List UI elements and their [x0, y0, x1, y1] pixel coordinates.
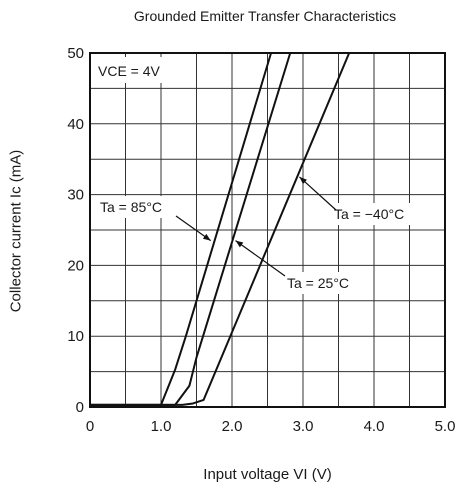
- plot-border: [89, 52, 446, 408]
- x-tick-label: 3.0: [293, 418, 314, 435]
- annotation-arrowhead: [299, 176, 307, 185]
- annotation-bg: [330, 203, 434, 225]
- y-tick-label: 20: [67, 257, 84, 274]
- y-tick-label: 10: [67, 328, 84, 345]
- annotation-label: Ta = 25°C: [287, 275, 349, 291]
- x-tick-label: 5.0: [435, 418, 456, 435]
- annotation-bg: [283, 272, 371, 294]
- annotation-label: Ta = −40°C: [334, 206, 404, 222]
- series-line-2: [90, 52, 351, 406]
- tick-labels: 0 1.0 2.0 3.0 4.0 5.0 0 10 20 30 40 50: [67, 45, 455, 435]
- x-tick-label: 1.0: [151, 418, 172, 435]
- series-line-0: [90, 52, 273, 406]
- y-tick-label: 0: [76, 399, 84, 416]
- series-lines: [90, 52, 351, 406]
- y-tick-label: 50: [67, 45, 84, 62]
- annotations: VCE = 4V Ta = 85°C Ta = 25°C Ta = −40°C: [93, 57, 434, 294]
- annotation-arrowhead: [202, 233, 211, 241]
- annotation-arrowhead: [235, 240, 244, 248]
- grid: [90, 53, 445, 407]
- plot-frame: [89, 52, 446, 408]
- x-tick-label: 0: [86, 418, 94, 435]
- condition-bg: [93, 57, 163, 83]
- y-tick-label: 30: [67, 187, 84, 204]
- x-tick-label: 4.0: [364, 418, 385, 435]
- annotation-label: Ta = 85°C: [100, 199, 162, 215]
- series-line-1: [90, 52, 292, 406]
- condition-text: VCE = 4V: [98, 63, 161, 79]
- y-tick-label: 40: [67, 116, 84, 133]
- x-tick-label: 2.0: [222, 418, 243, 435]
- annotation-bg: [96, 196, 192, 218]
- chart-title: Grounded Emitter Transfer Characteristic…: [133, 8, 397, 24]
- annotation-arrow: [235, 240, 286, 277]
- x-axis-label: Input voltage VI (V): [203, 466, 332, 483]
- annotation-arrow: [299, 176, 337, 211]
